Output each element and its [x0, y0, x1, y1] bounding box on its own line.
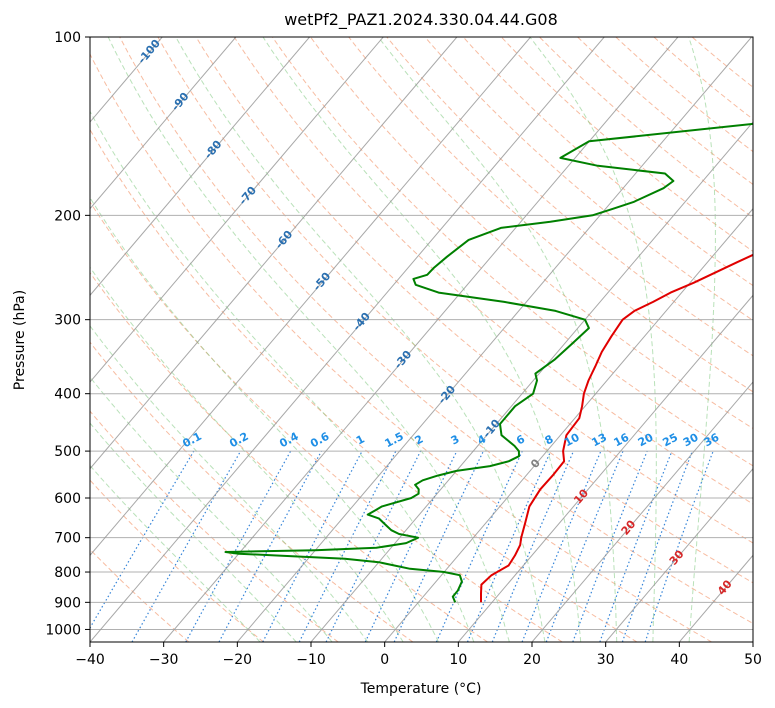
mixing-ratio-line	[545, 450, 624, 642]
moist-adiabat-line	[107, 37, 510, 642]
mixing-ratio-line	[185, 450, 292, 642]
mixing-ratio-label: 20	[636, 431, 656, 450]
mixing-ratio-line	[435, 450, 523, 642]
moist-adiabat-line	[90, 422, 297, 642]
mixing-ratio-line	[298, 450, 397, 642]
moist-adiabat-line	[262, 37, 582, 642]
isotherm-gridline	[384, 207, 753, 642]
y-tick-label: 1000	[45, 622, 81, 638]
dry-adiabat-line	[157, 37, 753, 584]
mixing-ratio-label: 25	[660, 431, 680, 450]
y-tick-label: 200	[54, 208, 81, 224]
isotherm-gridline	[90, 37, 531, 557]
y-tick-label: 500	[54, 444, 81, 460]
dry-adiabat-line	[424, 37, 753, 321]
mixing-ratio-label: 16	[612, 431, 632, 450]
mixing-ratio-line	[218, 450, 323, 642]
y-tick-label: 600	[54, 491, 81, 507]
dry-adiabat-line	[615, 37, 753, 153]
dry-adiabat-line	[310, 37, 753, 430]
axes: −40 −30 −20 −10 0 10 20 30 40 50 100 200 300 400 500 60…	[45, 30, 762, 668]
y-tick-label: 700	[54, 531, 81, 547]
isotherm-gridline	[605, 467, 753, 642]
mixing-ratio-line	[621, 450, 693, 642]
dry-adiabat-line	[90, 128, 638, 642]
dry-adiabat-line	[90, 201, 563, 642]
mixing-ratio-line	[572, 450, 648, 642]
x-tick-label: −30	[149, 652, 179, 668]
moist-adiabat-line	[90, 325, 369, 642]
mixing-ratio-label: 30	[681, 431, 701, 450]
dry-adiabat-line	[539, 37, 753, 219]
dry-adiabat-line	[119, 37, 753, 625]
mixing-ratio-label: 13	[589, 431, 609, 450]
moist-adiabat-line	[529, 37, 657, 642]
x-tick-label: 30	[597, 652, 615, 668]
x-tick-label: −10	[296, 652, 326, 668]
mixing-ratio-line	[325, 450, 422, 642]
y-tick-label: 400	[54, 387, 81, 403]
isotherm-gridline	[90, 37, 605, 642]
moist-adiabat-line	[90, 266, 404, 642]
moist-adiabat-line	[90, 376, 333, 642]
y-tick-label: 800	[54, 565, 81, 581]
plot-frame	[89, 36, 754, 643]
dry-adiabat-line	[462, 37, 753, 287]
mixing-ratio-line	[466, 450, 552, 642]
isotherm-gridline	[90, 37, 384, 383]
moist-adiabat-line	[688, 37, 716, 642]
dry-adiabat-line	[195, 37, 753, 544]
x-tick-label: 0	[380, 652, 389, 668]
x-tick-label: −40	[75, 652, 105, 668]
isotherm-gridline	[457, 294, 753, 642]
x-tick-label: 20	[523, 652, 541, 668]
moist-adiabat-line	[175, 37, 546, 642]
dewpoint-profile-line	[224, 122, 753, 603]
plot-area: -100-90-80-70-60-50-40-30-20-10010203040…	[90, 37, 753, 642]
y-tick-label: 900	[54, 595, 81, 611]
dry-adiabat-line	[577, 37, 753, 186]
y-tick-label: 100	[54, 30, 81, 46]
x-tick-label: 40	[670, 652, 688, 668]
y-tick-label: 300	[54, 313, 81, 329]
moist-adiabat-line	[90, 196, 439, 642]
dry-adiabat-line	[500, 37, 753, 252]
moist-adiabat-line	[90, 110, 475, 642]
mixing-ratio-label: 36	[702, 431, 722, 450]
isotherm-gridline	[90, 37, 237, 210]
x-tick-label: 10	[449, 652, 467, 668]
mixing-ratio-line	[599, 450, 673, 642]
mixing-ratio-label: 10	[562, 431, 582, 450]
isotherm-gridline	[90, 37, 458, 470]
isotherm-gridline	[236, 37, 752, 642]
chart-title: wetPf2_PAZ1.2024.330.04.44.G08	[284, 10, 558, 30]
mixing-ratio-line	[521, 450, 602, 642]
dry-adiabat-line	[386, 37, 753, 357]
temperature-profile-line	[480, 253, 753, 603]
mixing-ratio-line	[644, 450, 714, 642]
y-axis-label: Pressure (hPa)	[12, 290, 28, 390]
dry-adiabat-line	[90, 341, 414, 642]
dry-adiabat-line	[90, 53, 712, 642]
dry-adiabat-line	[90, 479, 264, 642]
x-axis-label: Temperature (°C)	[360, 681, 482, 697]
isotherm-gridline	[310, 121, 753, 642]
isotherm-gridline	[163, 37, 679, 642]
x-tick-label: −20	[223, 652, 253, 668]
isotherm-gridline	[531, 381, 753, 642]
moist-adiabat-line	[90, 464, 261, 642]
isotherm-gridline	[90, 37, 310, 297]
x-tick-label: 50	[744, 652, 762, 668]
